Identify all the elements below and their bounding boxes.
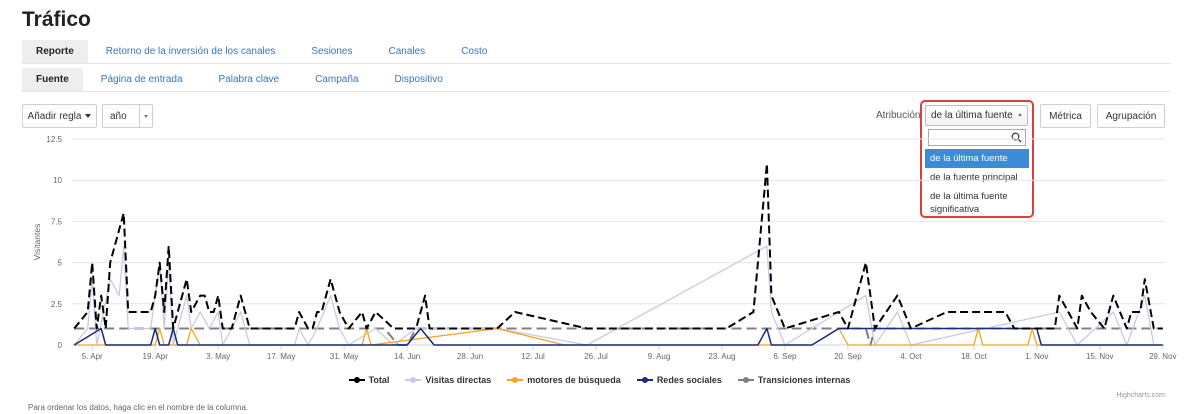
dimension-tabs: Fuente Página de entrada Palabra clave C…: [22, 68, 1171, 92]
chevron-up-icon: [1018, 113, 1022, 116]
period-value: año: [110, 110, 127, 122]
series-line-4: [74, 327, 1163, 346]
traffic-chart: 0 2.5 5 7.5 10 12.5 Visitantes 5. Apr 19. Apr 3. …: [32, 135, 1177, 361]
attribution-select[interactable]: de la última fuente: [925, 105, 1028, 126]
x-tick-label: 1. Nov: [1025, 352, 1048, 361]
x-tick-label: 31. May: [330, 352, 358, 361]
tab-costo[interactable]: Costo: [461, 46, 488, 57]
legend-swatch-icon: [507, 377, 524, 383]
attribution-options: de la última fuente de la fuente princip…: [925, 149, 1029, 219]
grouping-button[interactable]: Agrupación: [1097, 104, 1165, 128]
x-tick-label: 23. Aug: [708, 352, 735, 361]
x-tick-label: 28. Jun: [457, 352, 483, 361]
x-tick-label: 20. Sep: [834, 352, 862, 361]
attribution-option-principal[interactable]: de la fuente principal: [930, 172, 1018, 183]
attribution-value: de la última fuente: [931, 110, 1013, 121]
attribution-option-ultima[interactable]: de la última fuente: [925, 149, 1029, 168]
grouping-label: Agrupación: [1105, 110, 1157, 122]
legend-item-3[interactable]: Redes sociales: [636, 375, 722, 385]
caret-down-icon: [85, 114, 92, 118]
x-tick-label: 6. Sep: [773, 352, 797, 361]
x-tick-label: 29. Nov: [1149, 352, 1177, 361]
attribution-label: Atribución: [876, 110, 921, 121]
chart-legend: Total Visitas directas motores de búsqueda…: [0, 375, 1199, 385]
chevron-down-icon: [139, 105, 152, 127]
x-tick-label: 19. Apr: [143, 352, 169, 361]
sort-hint: Para ordenar los datos, haga clic en el …: [28, 403, 249, 412]
y-tick-label: 12.5: [46, 135, 62, 144]
x-tick-label: 26. Jul: [584, 352, 608, 361]
y-tick-label: 0: [58, 341, 63, 350]
x-tick-label: 12. Jul: [521, 352, 545, 361]
series-line-3: [73, 327, 1163, 346]
tab-fuente[interactable]: Fuente: [22, 68, 83, 91]
metric-button[interactable]: Métrica: [1040, 104, 1091, 128]
x-tick-label: 9. Aug: [648, 352, 671, 361]
tab-canales[interactable]: Canales: [388, 46, 426, 57]
x-tick-label: 17. May: [267, 352, 295, 361]
page-title: Tráfico: [22, 8, 91, 31]
legend-swatch-icon: [636, 377, 653, 383]
y-tick-label: 7.5: [51, 217, 63, 226]
y-tick-label: 10: [53, 176, 62, 185]
legend-swatch-icon: [737, 377, 754, 383]
legend-label: Visitas directas: [425, 375, 492, 385]
add-rule-label: Añadir regla: [27, 110, 82, 122]
legend-item-0[interactable]: Total: [348, 375, 390, 385]
y-tick-label: 2.5: [51, 300, 63, 309]
tab-reporte[interactable]: Reporte: [22, 40, 88, 63]
series-line-0: [73, 162, 1163, 330]
x-tick-label: 4. Oct: [900, 352, 922, 361]
series-line-2: [74, 327, 1163, 346]
x-tick-label: 5. Apr: [82, 352, 103, 361]
report-tabs: Reporte Retorno de la inversión de los c…: [22, 40, 1171, 64]
attribution-dropdown: de la última fuente de la última fuente …: [920, 100, 1034, 218]
legend-label: Redes sociales: [656, 375, 722, 385]
tab-palabra-clave[interactable]: Palabra clave: [218, 74, 280, 85]
attribution-option-significativa[interactable]: de la última fuente significativa: [930, 191, 1008, 215]
chart-credit: Highcharts.com: [1116, 392, 1165, 399]
legend-item-1[interactable]: Visitas directas: [405, 375, 491, 385]
y-axis-title: Visitantes: [32, 224, 42, 261]
add-rule-button[interactable]: Añadir regla: [22, 104, 97, 128]
tab-sesiones[interactable]: Sesiones: [311, 46, 353, 57]
legend-swatch-icon: [348, 377, 365, 383]
legend-label: Total: [368, 375, 390, 385]
tab-dispositivo[interactable]: Dispositivo: [394, 74, 443, 85]
period-select[interactable]: año: [102, 104, 153, 128]
x-tick-label: 3. May: [206, 352, 230, 361]
y-tick-label: 5: [58, 259, 63, 268]
tab-pagina-entrada[interactable]: Página de entrada: [100, 74, 183, 85]
legend-item-2[interactable]: motores de búsqueda: [507, 375, 621, 385]
legend-label: motores de búsqueda: [527, 375, 621, 385]
legend-label: Transiciones internas: [757, 375, 851, 385]
metric-label: Métrica: [1049, 110, 1082, 122]
series-line-1: [73, 245, 1155, 346]
tab-campana[interactable]: Campaña: [315, 74, 359, 85]
x-tick-label: 18. Oct: [961, 352, 988, 361]
legend-item-4[interactable]: Transiciones internas: [737, 375, 851, 385]
tab-roi-canales[interactable]: Retorno de la inversión de los canales: [105, 46, 276, 57]
legend-swatch-icon: [405, 377, 422, 383]
x-tick-label: 15. Nov: [1086, 352, 1114, 361]
x-tick-label: 14. Jun: [394, 352, 420, 361]
